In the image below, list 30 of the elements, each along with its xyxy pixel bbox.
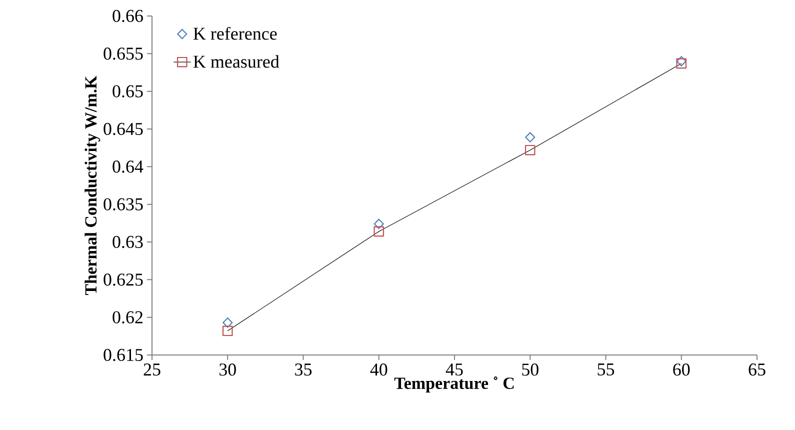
x-tick-label: 55 bbox=[598, 364, 614, 376]
point bbox=[374, 226, 384, 237]
point bbox=[676, 56, 686, 66]
x-tick-label: 50 bbox=[522, 364, 538, 376]
x-tick-label: 30 bbox=[219, 364, 236, 376]
point bbox=[222, 326, 233, 336]
point bbox=[374, 218, 384, 230]
y-tick-label: 0.625 bbox=[104, 274, 143, 286]
y-tick-label: 0.64 bbox=[112, 160, 144, 173]
point bbox=[524, 144, 536, 156]
x-tick-label: 65 bbox=[748, 364, 766, 376]
x-tick-label: 60 bbox=[673, 364, 690, 376]
y-tick-label: 0.63 bbox=[112, 236, 143, 248]
y-tick-label: 0.615 bbox=[104, 348, 143, 362]
x-tick-label: 25 bbox=[144, 364, 160, 376]
y-tick-label: 0.635 bbox=[104, 198, 143, 210]
y-tick-label: 0.66 bbox=[112, 10, 143, 22]
x-axis-title: Temperature ˚ C bbox=[394, 376, 514, 392]
legend-label: K reference bbox=[193, 26, 277, 40]
x-tick-label: 45 bbox=[446, 364, 463, 376]
point bbox=[525, 132, 536, 142]
y-tick-label: 0.645 bbox=[104, 122, 143, 136]
y-axis-title: Thermal Conductivity W/m.K bbox=[84, 76, 100, 296]
y-tick-label: 0.62 bbox=[112, 311, 142, 324]
x-tick-label: 40 bbox=[370, 364, 388, 376]
legend-label: K measured bbox=[193, 55, 280, 68]
y-tick-label: 0.65 bbox=[112, 85, 143, 98]
point bbox=[222, 317, 233, 328]
x-tick-label: 35 bbox=[295, 364, 312, 376]
y-tick-label: 0.655 bbox=[104, 48, 143, 60]
